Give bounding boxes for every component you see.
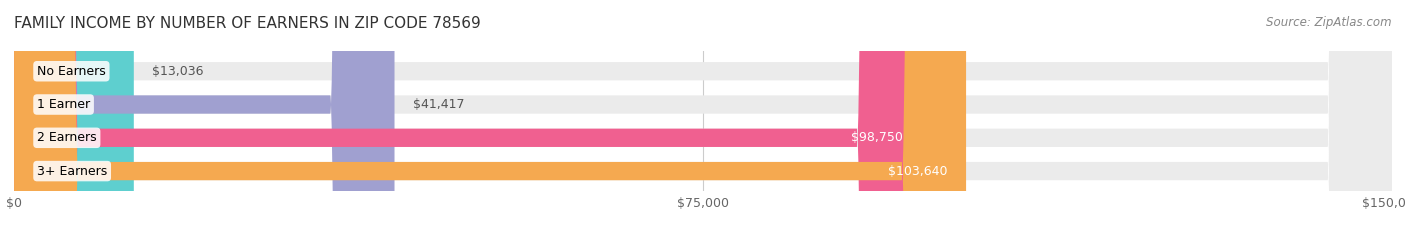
Text: $13,036: $13,036 [152,65,204,78]
Text: $98,750: $98,750 [851,131,903,144]
Text: 1 Earner: 1 Earner [37,98,90,111]
FancyBboxPatch shape [14,0,921,233]
FancyBboxPatch shape [14,0,1392,233]
Text: No Earners: No Earners [37,65,105,78]
Text: 2 Earners: 2 Earners [37,131,97,144]
Text: Source: ZipAtlas.com: Source: ZipAtlas.com [1267,16,1392,29]
Text: $41,417: $41,417 [413,98,464,111]
FancyBboxPatch shape [14,0,1392,233]
FancyBboxPatch shape [14,0,134,233]
FancyBboxPatch shape [14,0,395,233]
FancyBboxPatch shape [14,0,966,233]
FancyBboxPatch shape [14,0,1392,233]
Text: FAMILY INCOME BY NUMBER OF EARNERS IN ZIP CODE 78569: FAMILY INCOME BY NUMBER OF EARNERS IN ZI… [14,16,481,31]
Text: $103,640: $103,640 [889,164,948,178]
Text: 3+ Earners: 3+ Earners [37,164,107,178]
FancyBboxPatch shape [14,0,1392,233]
